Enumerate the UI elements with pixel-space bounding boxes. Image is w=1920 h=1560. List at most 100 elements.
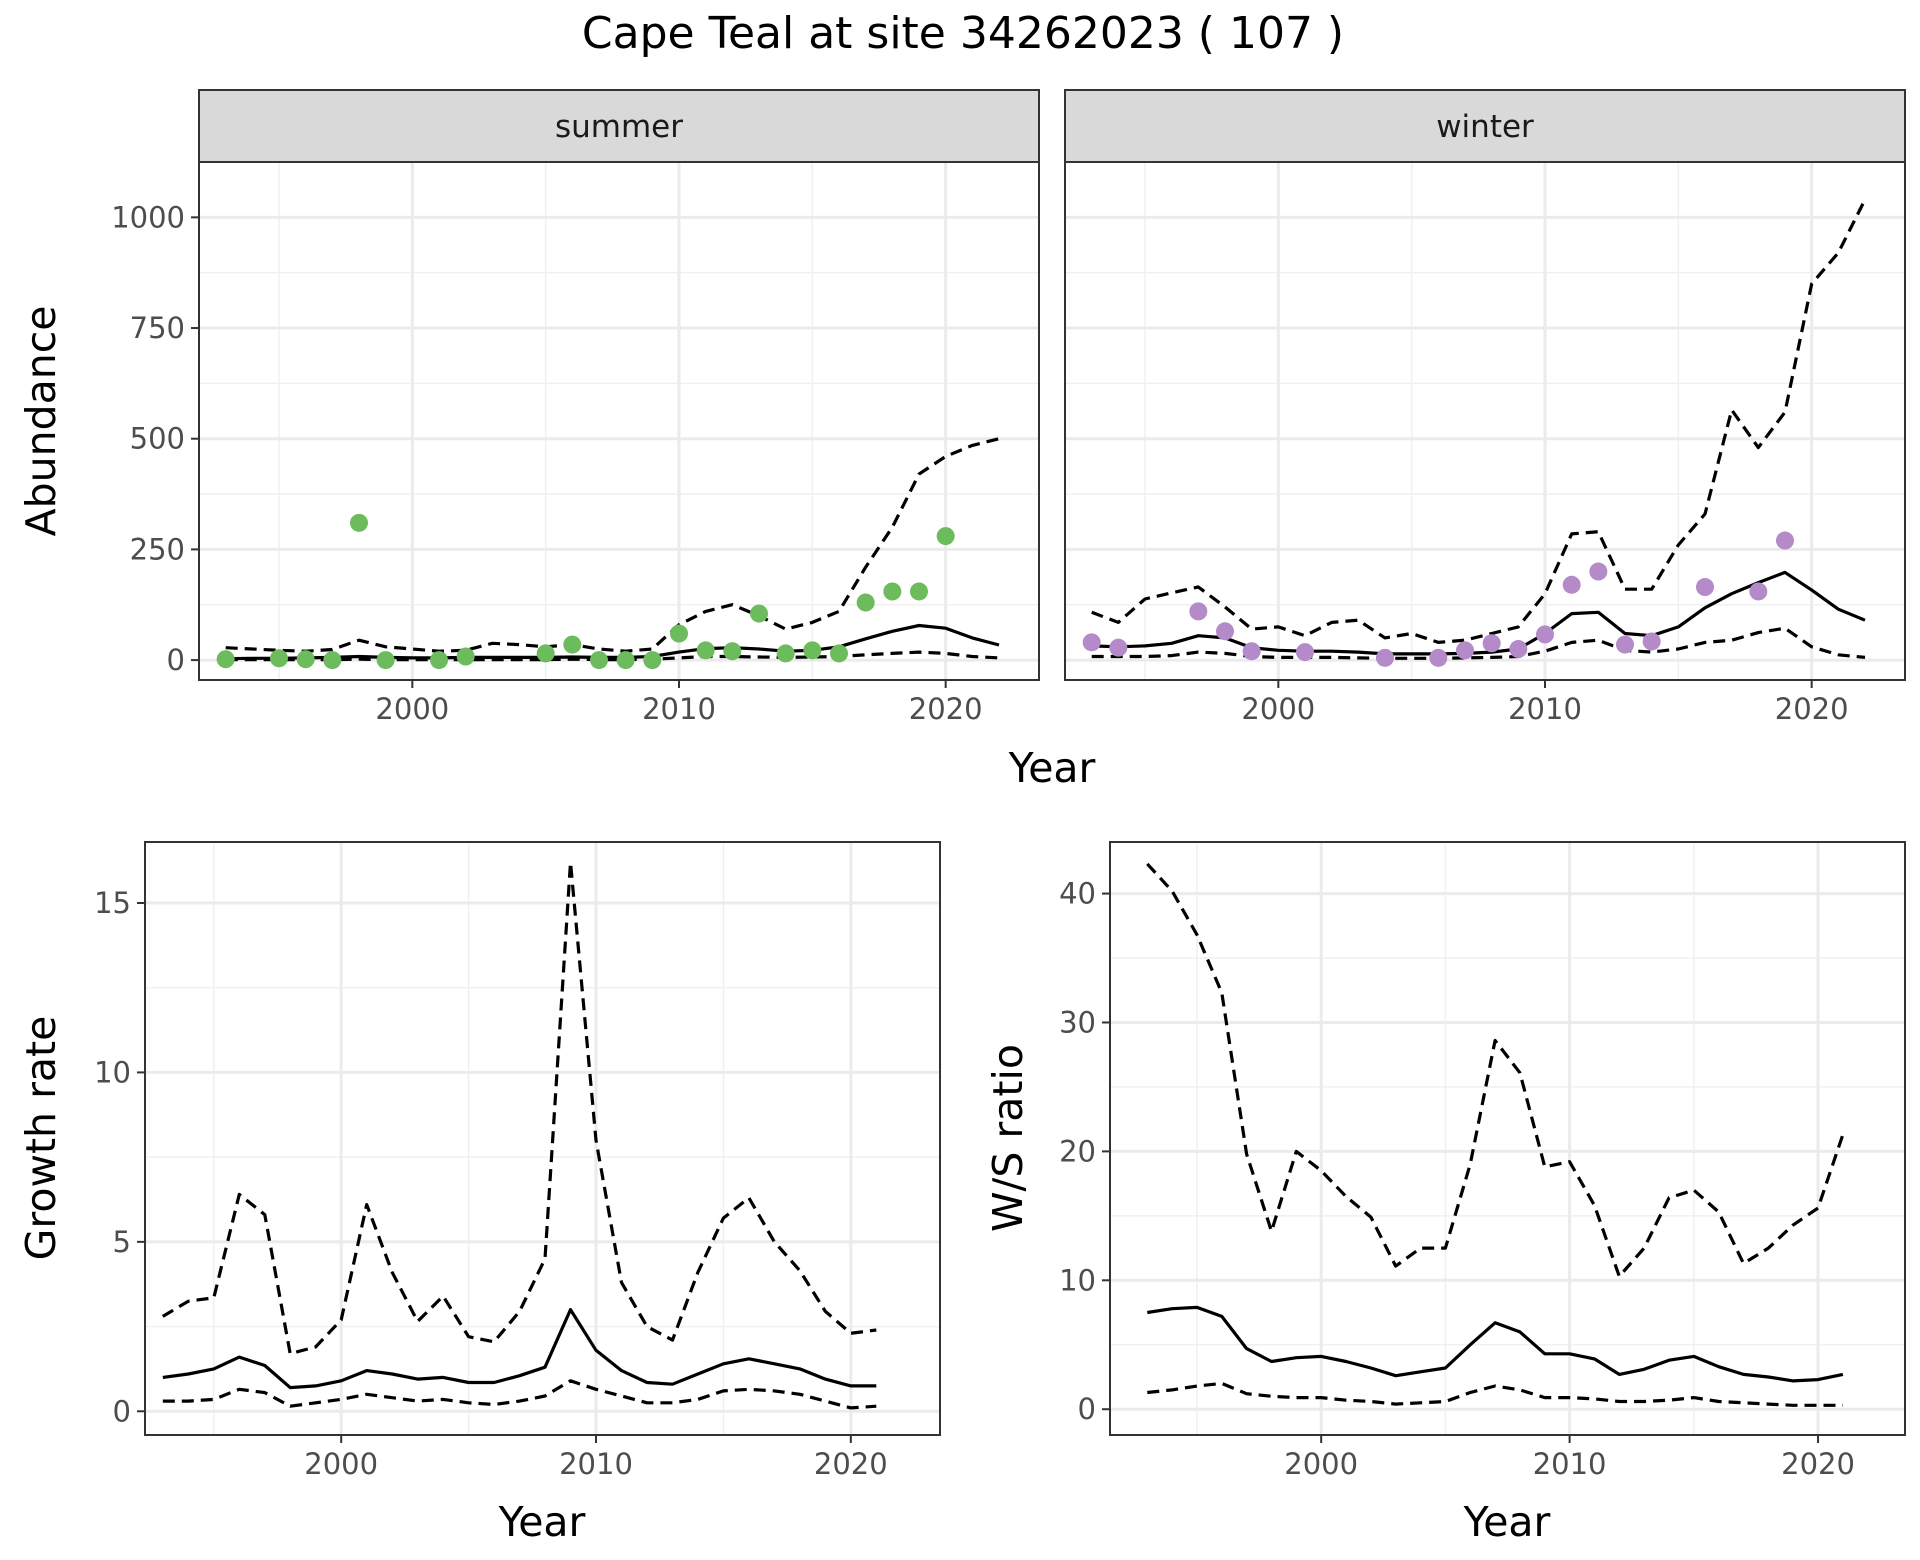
- summer-observed-point: [323, 651, 342, 670]
- summer-panel: summer: [198, 89, 1040, 681]
- summer-upper-bound-line: [225, 437, 1000, 653]
- summer-strip: [198, 89, 1040, 163]
- winter-panel: winter: [1064, 89, 1906, 681]
- winter-panel-border: [1064, 161, 1906, 681]
- summer-x-tick-label: 2010: [642, 692, 716, 726]
- ws-y-tick-label: 0: [1078, 1392, 1096, 1426]
- winter-observed-point: [1189, 602, 1208, 621]
- ws-upper-bound-line: [1146, 862, 1845, 1279]
- summer-panel-border: [198, 161, 1040, 681]
- abundance-y-tick-label: 0: [167, 643, 185, 677]
- winter-strip: [1064, 89, 1906, 163]
- abundance-y-tick-label: 250: [130, 532, 185, 566]
- winter-observed-point: [1109, 638, 1128, 657]
- summer-observed-point: [670, 624, 688, 643]
- winter-observed-point: [1296, 643, 1314, 662]
- winter-observed-point: [1482, 634, 1501, 653]
- winter-observed-point: [1562, 575, 1581, 594]
- winter-observed-point: [1082, 633, 1101, 652]
- winter-lower-bound-line: [1091, 626, 1866, 660]
- growth-panel-border: [144, 841, 941, 1436]
- winter-x-tick-label: 2000: [1241, 692, 1315, 726]
- winter-observed-point: [1536, 625, 1554, 644]
- ws-ratio-chart: 0 10 20 30 40 2000 2010 2020 Year W/S ratio: [984, 841, 1906, 1546]
- abundance-y-tick-label: 1000: [111, 200, 185, 234]
- growth-y-axis-title: Growth rate: [17, 1016, 65, 1261]
- winter-strip-label: winter: [1436, 109, 1534, 145]
- summer-x-tick-label: 2000: [375, 692, 449, 726]
- growth-x-tick-label: 2010: [559, 1447, 633, 1481]
- winter-observed-point: [1776, 531, 1794, 550]
- winter-upper-bound-line: [1091, 198, 1867, 645]
- growth-x-tick-label: 2020: [814, 1447, 888, 1481]
- summer-observed-point: [723, 642, 742, 661]
- ws-y-tick-label: 10: [1059, 1263, 1096, 1297]
- summer-observed-point: [830, 644, 848, 663]
- summer-observed-point: [616, 651, 635, 670]
- summer-observed-point: [643, 651, 662, 670]
- summer-observed-point: [590, 651, 608, 670]
- summer-strip-label: summer: [555, 109, 683, 145]
- ws-y-tick-label: 40: [1059, 877, 1096, 911]
- summer-observed-point: [430, 651, 448, 670]
- ws-x-tick-label: 2020: [1781, 1447, 1855, 1481]
- growth-x-tick-label: 2000: [304, 1447, 378, 1481]
- ws-estimate-line: [1147, 1305, 1844, 1383]
- summer-observed-point: [216, 650, 235, 669]
- growth-y-tick-label: 0: [113, 1394, 131, 1428]
- summer-observed-point: [296, 650, 315, 669]
- winter-observed-point: [1696, 578, 1714, 597]
- summer-x-tick-label: 2020: [909, 692, 983, 726]
- ws-y-tick-label: 20: [1059, 1134, 1096, 1168]
- winter-observed-point: [1616, 635, 1634, 654]
- growth-rate-chart: 0 5 10 15 2000 2010 2020 Year Growth rate: [17, 841, 941, 1546]
- winter-observed-point: [1589, 562, 1608, 581]
- growth-estimate-line: [162, 1307, 877, 1390]
- summer-observed-point: [936, 527, 955, 546]
- winter-x-tick-label: 2010: [1508, 692, 1582, 726]
- ws-x-axis-title: Year: [1463, 1498, 1551, 1546]
- summer-observed-point: [563, 635, 582, 654]
- winter-x-tick-label: 2020: [1775, 692, 1849, 726]
- growth-upper-bound-line: [161, 860, 877, 1356]
- abundance-y-tick-label: 750: [130, 311, 185, 345]
- winter-observed-point: [1749, 582, 1768, 601]
- winter-observed-point: [1642, 632, 1661, 651]
- summer-observed-point: [350, 513, 368, 532]
- growth-x-axis-title: Year: [498, 1498, 586, 1546]
- summer-observed-point: [776, 644, 795, 663]
- growth-y-tick-label: 15: [94, 886, 131, 920]
- winter-observed-point: [1242, 642, 1261, 661]
- summer-observed-point: [536, 644, 555, 663]
- abundance-y-axis-title: Abundance: [17, 306, 65, 537]
- summer-observed-point: [803, 641, 822, 660]
- summer-lower-bound-line: [225, 650, 1000, 662]
- ws-panel-border: [1109, 841, 1906, 1436]
- summer-observed-point: [856, 593, 875, 612]
- abundance-y-tick-label: 500: [130, 422, 185, 456]
- growth-y-tick-label: 10: [94, 1055, 131, 1089]
- summer-observed-point: [883, 582, 902, 601]
- summer-estimate-line: [225, 623, 1000, 661]
- summer-observed-point: [376, 651, 395, 670]
- abundance-chart: summer winter 0 250 500 750 1000 2000 2010 202…: [17, 89, 1906, 792]
- summer-observed-point: [910, 582, 928, 601]
- ws-x-tick-label: 2000: [1284, 1447, 1358, 1481]
- winter-observed-point: [1509, 640, 1528, 659]
- summer-observed-point: [270, 649, 288, 668]
- winter-observed-point: [1216, 622, 1234, 641]
- ws-x-tick-label: 2010: [1533, 1447, 1607, 1481]
- summer-observed-point: [696, 641, 715, 660]
- winter-observed-point: [1429, 648, 1448, 667]
- winter-observed-point: [1456, 641, 1474, 660]
- summer-observed-point: [456, 647, 475, 666]
- ws-y-axis-title: W/S ratio: [984, 1044, 1032, 1232]
- summer-observed-point: [750, 604, 768, 623]
- ws-lower-bound-line: [1147, 1381, 1843, 1407]
- growth-lower-bound-line: [162, 1379, 877, 1410]
- figure-title: Cape Teal at site 34262023 ( 107 ): [582, 8, 1344, 59]
- growth-y-tick-label: 5: [113, 1225, 131, 1259]
- abundance-x-axis-title: Year: [1008, 744, 1096, 792]
